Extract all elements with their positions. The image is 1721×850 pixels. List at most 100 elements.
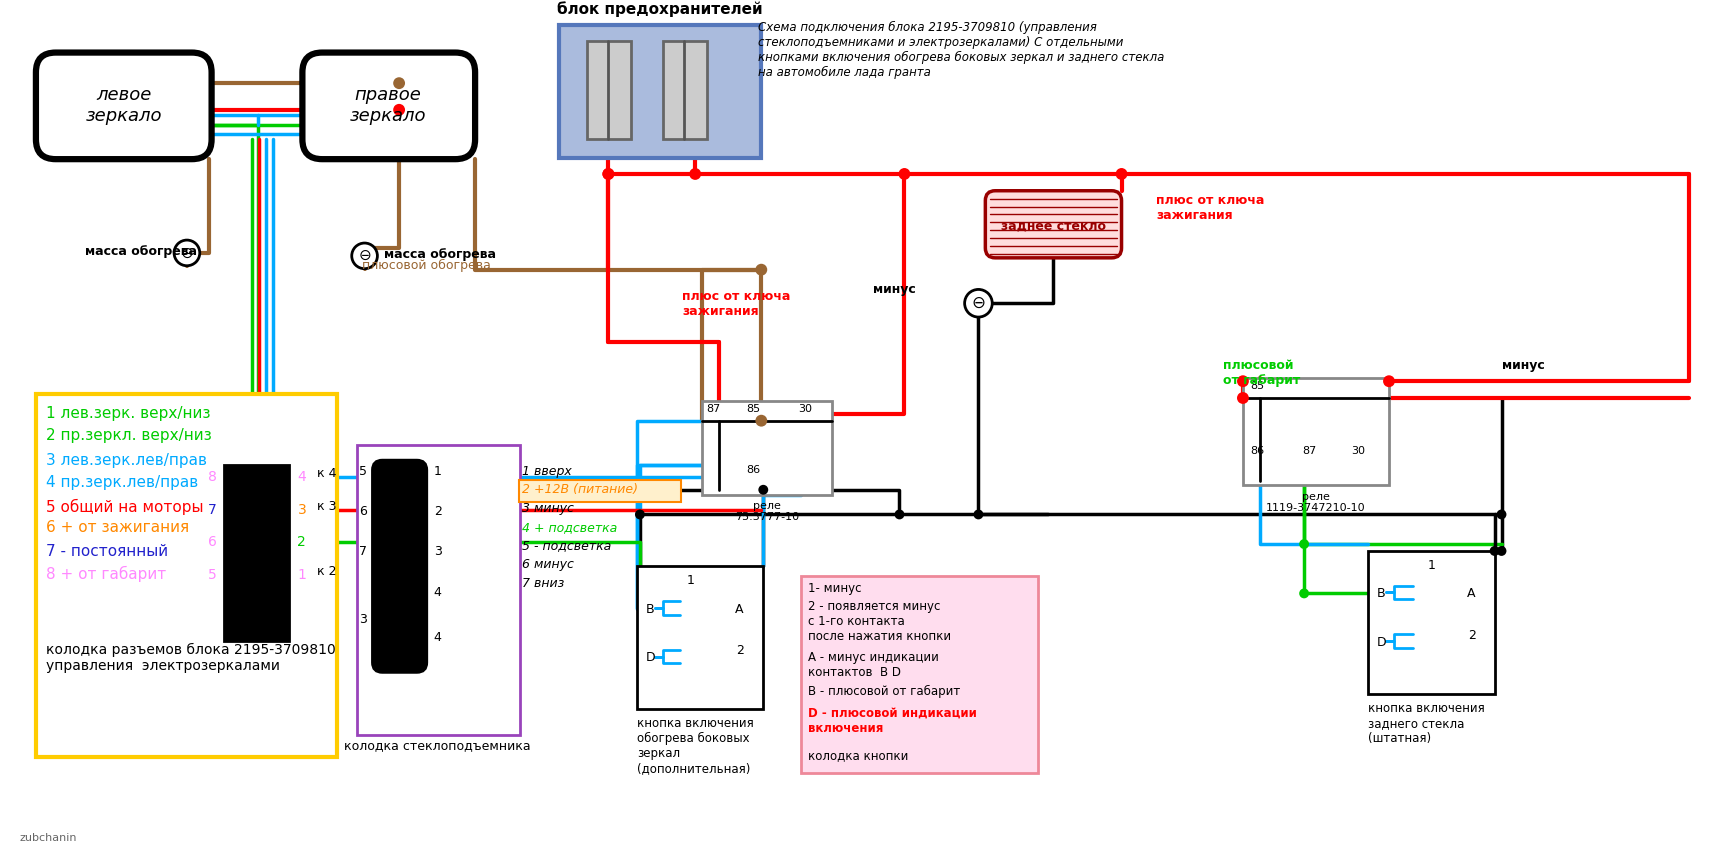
Circle shape [392,104,404,116]
Text: 6 минус: 6 минус [523,558,575,571]
Text: 30: 30 [1351,446,1365,456]
Text: 4 пр.зерк.лев/прав: 4 пр.зерк.лев/прав [46,475,198,490]
Circle shape [635,509,645,519]
Text: B: B [1377,586,1385,600]
FancyBboxPatch shape [36,53,212,159]
Circle shape [1384,376,1396,387]
Text: 3: 3 [298,502,306,517]
Text: B: B [645,603,654,615]
Text: 4: 4 [434,586,442,599]
FancyBboxPatch shape [986,190,1122,258]
Text: 4 + подсветка: 4 + подсветка [523,521,618,534]
Text: A: A [1468,586,1477,600]
Circle shape [898,168,910,180]
Text: А - минус индикации
контактов  В D: А - минус индикации контактов В D [807,650,938,678]
Text: zubchanin: zubchanin [19,833,77,843]
Text: плюс от ключа
зажигания: плюс от ключа зажигания [1157,194,1265,222]
Bar [1368,551,1494,694]
Text: масса обогрева: масса обогрева [86,246,198,258]
Text: 87: 87 [1303,446,1317,456]
Text: D: D [645,651,656,664]
Text: ⊖: ⊖ [181,246,193,260]
Text: 3: 3 [358,613,367,626]
Text: D: D [1377,637,1387,649]
Text: к 2: к 2 [317,565,337,578]
Circle shape [690,168,700,180]
Circle shape [602,168,614,180]
Bar [1243,378,1389,484]
Text: 6 + от зажигания: 6 + от зажигания [46,520,189,536]
Text: реле
1119-3747210-10: реле 1119-3747210-10 [1267,492,1366,513]
Text: 1 лев.зерк. верх/низ: 1 лев.зерк. верх/низ [46,406,210,421]
Text: 2: 2 [434,505,442,518]
Text: колодка разъемов блока 2195-3709810
управления  электрозеркалами: колодка разъемов блока 2195-3709810 упра… [46,643,336,673]
Text: 85: 85 [747,404,761,414]
Text: 4: 4 [434,632,442,644]
Text: 2 +12В (питание): 2 +12В (питание) [523,484,638,496]
Text: 3 лев.зерк.лев/прав: 3 лев.зерк.лев/прав [46,453,207,468]
Text: 3: 3 [434,546,442,558]
Text: правое
зеркало: правое зеркало [349,87,427,125]
Circle shape [895,509,905,519]
Bar [800,575,1038,773]
Text: 2 - появляется минус
с 1-го контакта
после нажатия кнопки: 2 - появляется минус с 1-го контакта пос… [807,600,950,643]
Bar [518,480,682,501]
Text: блок предохранителей: блок предохранителей [558,2,762,17]
Text: Схема подключения блока 2195-3709810 (управления
стеклоподъемниками и электрозер: Схема подключения блока 2195-3709810 (уп… [759,21,1165,79]
Circle shape [174,240,200,266]
Text: 2: 2 [1468,629,1477,643]
Text: 2: 2 [735,644,743,657]
Circle shape [351,243,377,269]
FancyBboxPatch shape [372,460,427,672]
Circle shape [1237,376,1249,387]
Circle shape [974,509,983,519]
Text: 8 + от габарит: 8 + от габарит [46,566,165,582]
Text: 1- минус: 1- минус [807,581,860,594]
Text: ⊖: ⊖ [358,248,372,264]
Bar [663,41,707,139]
Circle shape [1237,392,1249,404]
Bar [224,465,289,641]
Text: D - плюсовой индикации
включения: D - плюсовой индикации включения [807,707,976,735]
Bar [36,394,337,757]
Text: 85: 85 [1249,381,1263,391]
Circle shape [756,415,768,427]
Text: колодка кнопки: колодка кнопки [807,750,909,762]
Text: 2 пр.зеркл. верх/низ: 2 пр.зеркл. верх/низ [46,428,212,443]
FancyBboxPatch shape [303,53,475,159]
Text: 7: 7 [358,546,367,558]
Text: 3 минус: 3 минус [523,502,575,515]
Circle shape [1299,588,1310,598]
Text: 1: 1 [298,568,306,581]
Text: кнопка включения
заднего стекла
(штатная): кнопка включения заднего стекла (штатная… [1368,702,1485,745]
Text: 5 общий на моторы: 5 общий на моторы [46,499,203,515]
Circle shape [756,264,768,275]
Text: плюс от ключа
зажигания: плюс от ключа зажигания [682,291,790,319]
Text: 2: 2 [298,536,306,549]
Text: 86: 86 [1249,446,1263,456]
Circle shape [602,168,614,180]
Text: минус: минус [873,282,916,296]
Text: 1: 1 [1427,559,1435,572]
Bar [637,566,764,709]
Circle shape [1299,539,1310,549]
Text: 7 вниз: 7 вниз [523,577,564,590]
Text: к 3: к 3 [317,500,337,513]
Text: к 4: к 4 [317,468,337,480]
Text: 86: 86 [747,465,761,475]
Circle shape [759,484,768,495]
Text: 8: 8 [208,470,217,484]
Text: 5: 5 [208,568,217,581]
Text: плюсовой обогрева: плюсовой обогрева [361,259,490,272]
Text: 1: 1 [434,464,442,478]
Circle shape [965,290,993,317]
Text: заднее стекло: заднее стекло [1002,220,1107,233]
Circle shape [1497,546,1506,556]
Text: 7: 7 [208,502,217,517]
Text: 7 - постоянный: 7 - постоянный [46,544,169,559]
Text: 6: 6 [358,505,367,518]
Text: A: A [735,603,743,615]
Circle shape [1115,168,1127,180]
Text: 6: 6 [208,536,217,549]
Text: левое
зеркало: левое зеркало [86,87,162,125]
